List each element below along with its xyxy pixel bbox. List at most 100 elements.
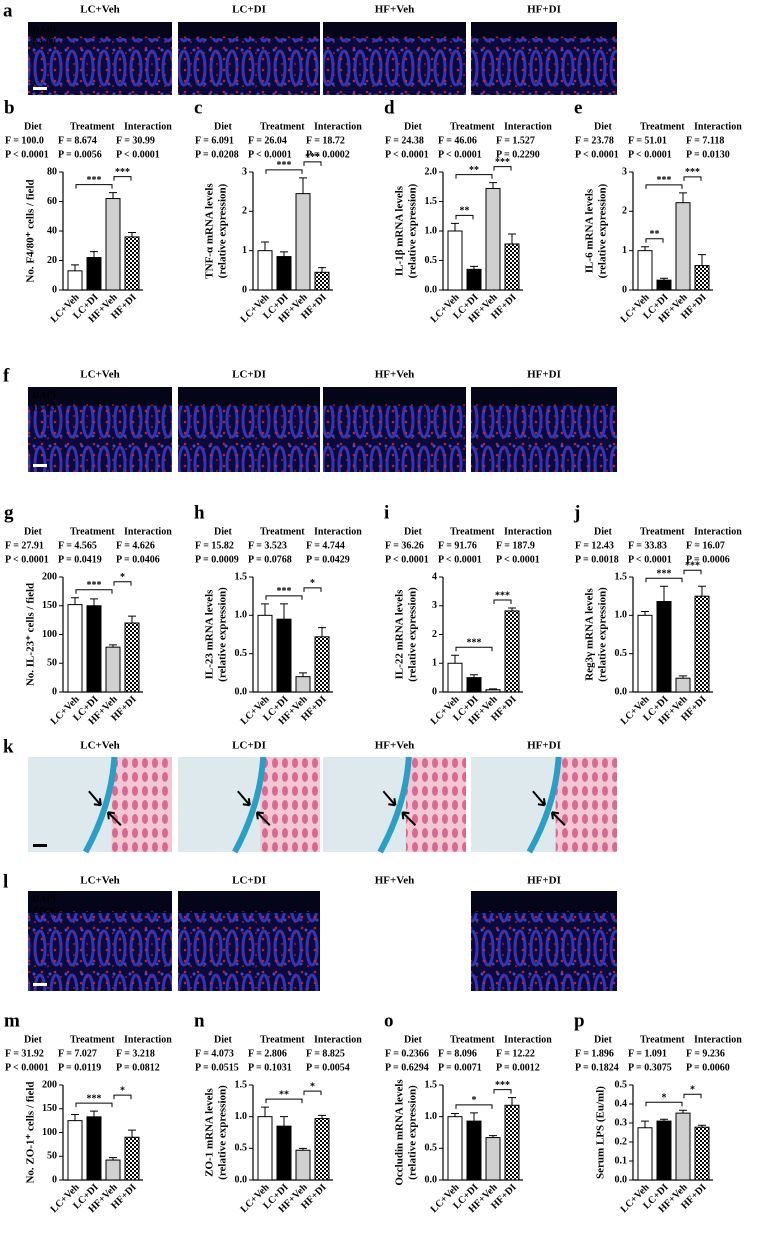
stain-signal xyxy=(471,404,617,472)
y-axis-label: (relative expression) xyxy=(217,1085,229,1180)
stats-header: Diet xyxy=(594,121,612,132)
stats-f: F = 1.091 xyxy=(628,1048,667,1059)
bar xyxy=(124,622,140,693)
stats-f: F = 7.118 xyxy=(686,135,724,146)
y-tick-label: 0.0 xyxy=(235,686,248,697)
stats-p: P = 0.0071 xyxy=(438,1062,482,1073)
y-tick-label: 1.5 xyxy=(235,1079,248,1090)
y-axis-label: (relative expression) xyxy=(407,1085,419,1180)
y-tick-label: 1.0 xyxy=(425,225,438,236)
significance-label: * xyxy=(472,1095,477,1106)
error-bar xyxy=(280,251,288,257)
significance-label: ** xyxy=(469,165,479,176)
y-tick-label: 1 xyxy=(432,658,437,669)
stats-p: P = 0.0515 xyxy=(195,1062,239,1073)
significance-bracket xyxy=(265,169,303,174)
error-bar xyxy=(470,1112,478,1122)
bar xyxy=(694,265,710,291)
micrograph-lumen xyxy=(178,22,320,39)
error-bar xyxy=(280,603,288,620)
y-tick-label: 1.5 xyxy=(425,1079,438,1090)
stats-p: P = 0.0429 xyxy=(306,554,350,565)
stats-f: F = 30.99 xyxy=(116,135,155,146)
mucosa xyxy=(260,757,320,852)
significance-label: *** xyxy=(277,586,292,597)
stats-p: P < 0.0001 xyxy=(385,149,429,160)
stats-f: F = 36.26 xyxy=(385,540,424,551)
y-axis-label: Occludin mRNA levels xyxy=(394,1079,406,1186)
significance-label: *** xyxy=(87,580,102,591)
error-bar xyxy=(489,1135,497,1138)
error-bar xyxy=(451,654,459,664)
stats-header: Diet xyxy=(594,1034,612,1045)
bar xyxy=(276,618,292,693)
stats-header: Diet xyxy=(214,1034,232,1045)
micrograph-lumen xyxy=(323,387,466,406)
significance-bracket xyxy=(113,1094,132,1100)
panel-letter: h xyxy=(194,502,205,523)
stats-header: Diet xyxy=(404,121,422,132)
error-bar xyxy=(261,1106,269,1117)
stats-p: P = 0.1824 xyxy=(575,1062,619,1073)
stats-header: Interaction xyxy=(124,1034,172,1045)
image-title: HF+Veh xyxy=(375,369,414,381)
y-axis-label: (relative expression) xyxy=(217,587,229,682)
significance-label: *** xyxy=(657,568,672,579)
bar xyxy=(276,256,292,291)
y-tick-label: 2 xyxy=(622,206,627,217)
significance-bracket xyxy=(645,238,664,243)
stats-f: F = 12.22 xyxy=(496,1048,535,1059)
y-tick-label: 1.0 xyxy=(615,610,628,621)
significance-label: * xyxy=(662,1093,667,1104)
stats-f: F = 187.9 xyxy=(496,540,535,551)
y-tick-label: 0.5 xyxy=(235,648,248,659)
y-tick-label: 150 xyxy=(42,600,57,611)
image-title: HF+Veh xyxy=(375,740,414,752)
y-axis-label: Reg3γ mRNA levels xyxy=(584,588,596,681)
y-tick-label: 0.5 xyxy=(425,255,438,266)
stats-f: F = 16.07 xyxy=(686,540,725,551)
stats-header: Treatment xyxy=(260,1034,305,1045)
bar xyxy=(124,1136,140,1181)
micrograph-lumen xyxy=(471,22,617,39)
panel-letter: e xyxy=(574,97,582,118)
y-tick-label: 1 xyxy=(242,245,247,256)
stats-f: F = 4.744 xyxy=(306,540,345,551)
significance-bracket xyxy=(493,1089,512,1094)
significance-bracket xyxy=(75,184,113,189)
error-bar xyxy=(299,672,307,677)
significance-label: *** xyxy=(685,560,700,571)
stats-p: P = 0.0768 xyxy=(248,554,292,565)
stain-signal xyxy=(178,404,320,472)
error-bar xyxy=(508,1097,516,1106)
y-tick-label: 1.5 xyxy=(425,196,438,207)
y-tick-label: 3 xyxy=(432,600,437,611)
bar xyxy=(466,1120,482,1181)
stats-header: Diet xyxy=(24,1034,42,1045)
stats-header: Treatment xyxy=(260,526,305,537)
y-tick-label: 0.0 xyxy=(615,686,628,697)
y-axis-label: IL-1β mRNA levels xyxy=(394,185,406,276)
stats-p: P = 0.0208 xyxy=(195,149,239,160)
y-tick-label: 0 xyxy=(52,1174,57,1185)
error-bar xyxy=(508,233,516,244)
bar xyxy=(257,250,273,291)
error-bar xyxy=(71,597,79,605)
mucosa xyxy=(555,757,617,852)
significance-label: *** xyxy=(87,175,102,186)
arrow xyxy=(550,811,566,826)
bar xyxy=(86,1116,102,1181)
bar xyxy=(675,1112,691,1181)
error-bar xyxy=(109,1157,117,1161)
stats-f: F = 9.236 xyxy=(686,1048,725,1059)
bar xyxy=(67,270,83,291)
micrograph-lumen xyxy=(471,387,617,406)
significance-bracket xyxy=(113,176,132,181)
y-tick-label: 1 xyxy=(622,245,627,256)
mucus-layer xyxy=(82,756,118,854)
y-tick-label: 0.0 xyxy=(235,1174,248,1185)
image-title: LC+DI xyxy=(232,740,266,752)
stats-p: P < 0.0001 xyxy=(628,149,672,160)
bar xyxy=(504,243,520,291)
y-tick-label: 40 xyxy=(47,225,57,236)
